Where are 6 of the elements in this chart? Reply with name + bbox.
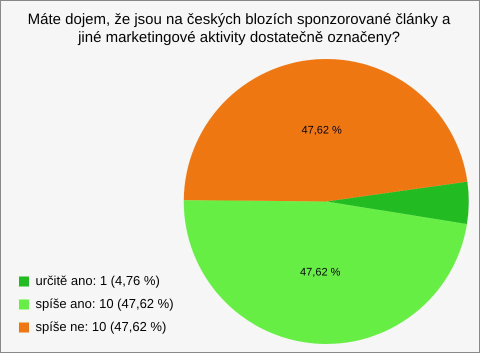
data-label: 47,62 % (300, 266, 341, 279)
chart-title: Máte dojem, že jsou na českých blozích sponzorované články a jiné marketingové aktivity dostatečně označeny? (28, 11, 452, 46)
legend-label: spíše ano: 10 (47,62 %) (36, 296, 174, 312)
data-label: 47,62 % (301, 124, 342, 136)
legend-label: určitě ano: 1 (4,76 %) (36, 273, 160, 288)
legend-label: spíše ne: 10 (47,62 %) (36, 319, 166, 334)
